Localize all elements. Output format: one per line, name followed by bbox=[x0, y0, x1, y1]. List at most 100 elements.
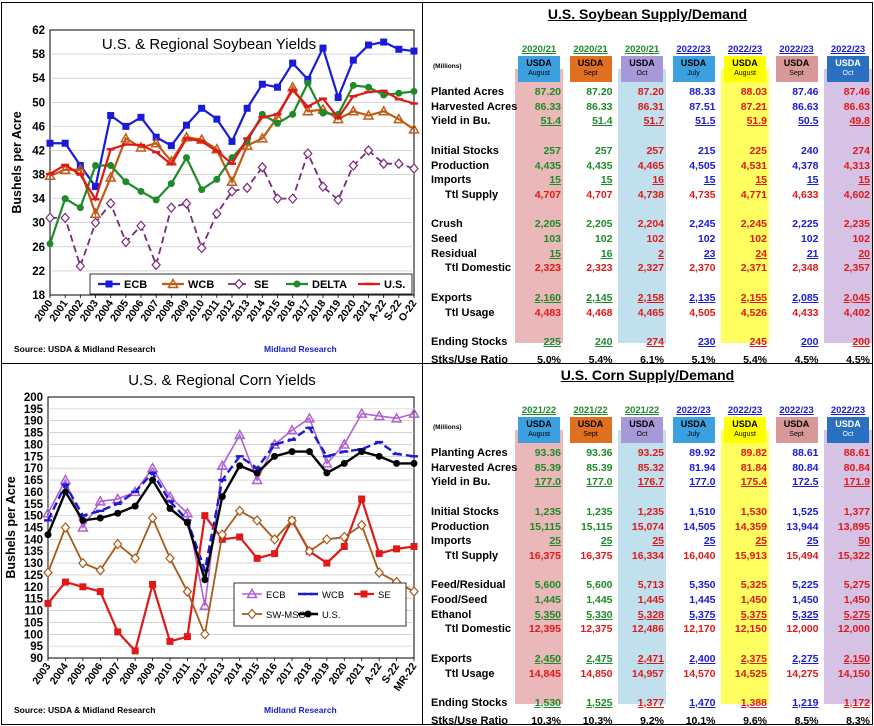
table-cell: 25 bbox=[652, 535, 664, 548]
corn-yield-chart: 9095100105110115120125130135140145150155… bbox=[4, 372, 420, 715]
header-source: USDA bbox=[577, 58, 604, 68]
column-band bbox=[824, 430, 872, 704]
table-cell: 10.3% bbox=[582, 714, 613, 725]
table-cell: 49.8 bbox=[849, 115, 870, 128]
column-year: 2022/23 bbox=[779, 405, 814, 416]
y-tick-label: 38 bbox=[32, 170, 45, 182]
data-point bbox=[131, 490, 140, 494]
y-tick-label: 34 bbox=[32, 194, 45, 206]
data-point bbox=[349, 95, 358, 98]
header-month: August bbox=[734, 431, 756, 438]
data-point bbox=[79, 516, 87, 524]
legend-label: SE bbox=[254, 279, 269, 291]
table-cell: 87.21 bbox=[740, 100, 767, 113]
data-point bbox=[181, 198, 192, 209]
table-title: U.S. Soybean Supply/Demand bbox=[547, 6, 748, 22]
column-header: USDA Sept bbox=[569, 56, 612, 82]
x-tick-label: 2019 bbox=[309, 661, 332, 687]
table-cell: 1,377 bbox=[637, 696, 664, 709]
legend-marker bbox=[105, 280, 113, 288]
data-point bbox=[61, 483, 70, 486]
table-cell: 1,235 bbox=[637, 505, 664, 518]
x-tick-label: 2008 bbox=[117, 661, 140, 687]
legend-marker bbox=[246, 587, 258, 599]
data-point bbox=[131, 502, 139, 510]
header-month: Oct bbox=[842, 431, 854, 438]
table-cell: 257 bbox=[594, 144, 613, 157]
row-label: Exports bbox=[431, 652, 472, 665]
column-year: 2020/21 bbox=[521, 44, 557, 55]
row-label: Ttl Usage bbox=[445, 667, 495, 680]
header-source: USDA bbox=[629, 419, 655, 429]
table-cell: 51.5 bbox=[695, 115, 716, 128]
table-cell: 50 bbox=[858, 535, 870, 548]
table-cell: 171.9 bbox=[843, 476, 870, 489]
data-point bbox=[363, 145, 374, 156]
data-point bbox=[183, 154, 190, 162]
data-point bbox=[61, 195, 69, 203]
table-cell: 5.0% bbox=[537, 353, 561, 364]
table-cell: 1,445 bbox=[637, 594, 664, 606]
table-cell: 9.6% bbox=[743, 714, 767, 725]
y-tick-label: 155 bbox=[24, 499, 44, 511]
table-cell: 88.33 bbox=[689, 86, 716, 98]
data-point bbox=[394, 98, 403, 101]
data-point bbox=[409, 163, 419, 174]
table-cell: 177.0 bbox=[586, 476, 613, 489]
table-cell: 4,465 bbox=[637, 159, 664, 172]
data-point bbox=[121, 236, 131, 248]
table-cell: 4,483 bbox=[534, 306, 561, 319]
row-label: Yield in Bu. bbox=[431, 476, 491, 489]
data-point bbox=[273, 113, 282, 116]
table-cell: 13,944 bbox=[786, 520, 819, 533]
legend-item: SW-MSO bbox=[242, 608, 306, 621]
data-point bbox=[200, 628, 210, 640]
data-point bbox=[242, 182, 252, 194]
data-point bbox=[212, 208, 222, 220]
data-point bbox=[364, 90, 373, 94]
y-tick-label: 105 bbox=[24, 617, 44, 629]
y-tick-label: 160 bbox=[24, 487, 43, 499]
data-point bbox=[348, 160, 359, 171]
data-point bbox=[251, 474, 263, 485]
data-point bbox=[287, 514, 297, 526]
row-label: Ttl Supply bbox=[445, 188, 499, 201]
chart-title: U.S. & Regional Soybean Yields bbox=[102, 36, 316, 53]
data-point bbox=[373, 409, 385, 421]
data-point bbox=[45, 212, 55, 224]
data-point bbox=[200, 569, 209, 572]
data-point bbox=[305, 426, 314, 430]
data-point bbox=[90, 217, 101, 229]
table-cell: 5,325 bbox=[792, 608, 819, 621]
legend: ECB WCB SE DELTA U.S. bbox=[89, 273, 413, 295]
table-cell: 5,350 bbox=[689, 579, 716, 592]
table-cell: 4,435 bbox=[534, 159, 561, 172]
data-point bbox=[150, 137, 162, 148]
table-cell: 245 bbox=[749, 335, 767, 348]
data-point bbox=[167, 163, 176, 166]
data-point bbox=[217, 529, 228, 541]
y-tick-label: 58 bbox=[32, 49, 45, 61]
data-point bbox=[42, 507, 54, 518]
row-label: Yield in Bu. bbox=[431, 115, 491, 128]
header-month: Sept bbox=[583, 70, 598, 77]
data-point bbox=[270, 443, 279, 446]
data-point bbox=[79, 583, 87, 591]
data-point bbox=[319, 97, 327, 100]
y-tick-label: 195 bbox=[24, 404, 44, 416]
table-cell: 25 bbox=[600, 535, 613, 548]
header-month: Oct bbox=[842, 70, 854, 77]
x-tick-label: 2007 bbox=[100, 661, 123, 687]
table-cell: 2,045 bbox=[843, 291, 870, 304]
header-month: Oct bbox=[636, 431, 648, 438]
table-cell: 5,225 bbox=[792, 579, 819, 592]
data-point bbox=[61, 163, 70, 167]
legend-item: U.S. bbox=[358, 279, 405, 291]
table-cell: 2,327 bbox=[637, 262, 664, 275]
table-cell: 4,465 bbox=[637, 306, 664, 319]
data-point bbox=[365, 83, 372, 91]
series-line bbox=[49, 84, 415, 217]
legend: ECB WCB SE SW-MSO U.S. bbox=[233, 582, 407, 627]
row-label: Food/Seed bbox=[431, 594, 488, 606]
table-cell: 4,468 bbox=[586, 306, 613, 319]
